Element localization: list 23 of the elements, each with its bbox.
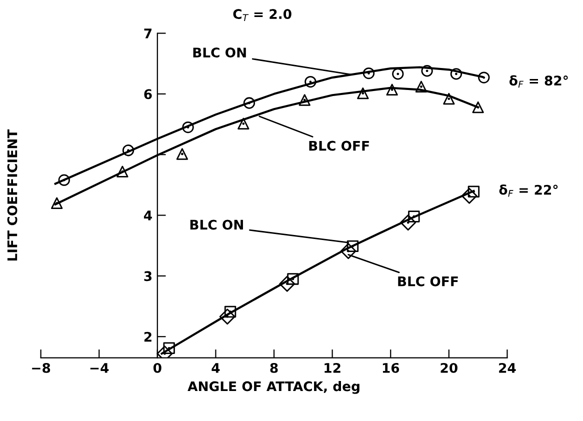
x-tick-label: 16 [382, 362, 400, 373]
x-axis-title: ANGLE OF ATTACK, deg [188, 381, 360, 394]
x-tick-label: 24 [499, 362, 516, 373]
annotation: δ$_{F}$ = 22° [499, 184, 558, 197]
annotation: BLC ON [193, 48, 246, 58]
x-tick-label: 12 [324, 362, 340, 373]
y-tick-label: 3 [144, 271, 152, 282]
chart-title: C$_{T}$ = 2.0 [233, 9, 292, 22]
x-tick-label: 20 [440, 362, 458, 373]
y-tick-label: 7 [144, 28, 152, 38]
y-axis-title: LIFT COEFFICIENT [7, 129, 18, 261]
x-tick-label: 8 [270, 362, 278, 373]
annotation: BLC ON [190, 220, 243, 230]
y-tick-label: 2 [144, 332, 152, 342]
x-tick-label: 0 [153, 362, 162, 373]
annotation: δ$_{F}$ = 82° [509, 75, 568, 88]
x-tick-label: 4 [212, 363, 220, 373]
y-tick-label: 6 [144, 89, 152, 100]
annotation: BLC OFF [309, 140, 369, 151]
y-tick-label: 4 [144, 210, 152, 220]
x-tick-label: −8 [32, 362, 50, 373]
annotation: BLC OFF [398, 276, 458, 286]
x-tick-label: −4 [90, 363, 109, 373]
